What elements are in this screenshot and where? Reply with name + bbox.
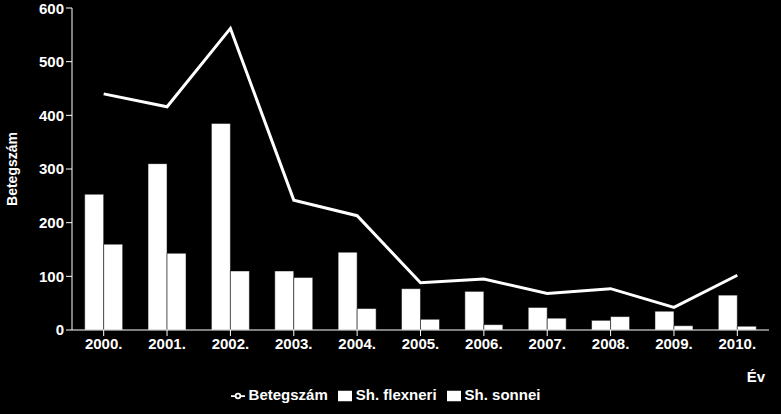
- svg-text:200: 200: [39, 214, 64, 231]
- svg-text:2010.: 2010.: [719, 335, 757, 352]
- html-text:Betegszám: Betegszám: [248, 386, 328, 403]
- svg-text:Betegszám: Betegszám: [8, 132, 20, 206]
- svg-text:2000.: 2000.: [85, 335, 123, 352]
- svg-text:2003.: 2003.: [275, 335, 313, 352]
- svg-text:2009.: 2009.: [655, 335, 693, 352]
- svg-text:2004.: 2004.: [338, 335, 376, 352]
- svg-text:Év: Év: [747, 368, 766, 385]
- html-text:Sh. flexneri: Sh. flexneri: [355, 386, 437, 403]
- svg-text:2002.: 2002.: [212, 335, 250, 352]
- svg-text:0: 0: [56, 321, 64, 338]
- svg-text:2008.: 2008.: [592, 335, 630, 352]
- svg-text:2007.: 2007.: [528, 335, 566, 352]
- svg-text:500: 500: [39, 53, 64, 70]
- svg-text:600: 600: [39, 0, 64, 17]
- html-text:Sh. sonnei: Sh. sonnei: [464, 386, 541, 403]
- svg-text:100: 100: [39, 268, 64, 285]
- svg-text:400: 400: [39, 107, 64, 124]
- svg-text:2006.: 2006.: [465, 335, 503, 352]
- svg-text:2005.: 2005.: [402, 335, 440, 352]
- svg-text:2001.: 2001.: [148, 335, 186, 352]
- svg-text:300: 300: [39, 160, 64, 177]
